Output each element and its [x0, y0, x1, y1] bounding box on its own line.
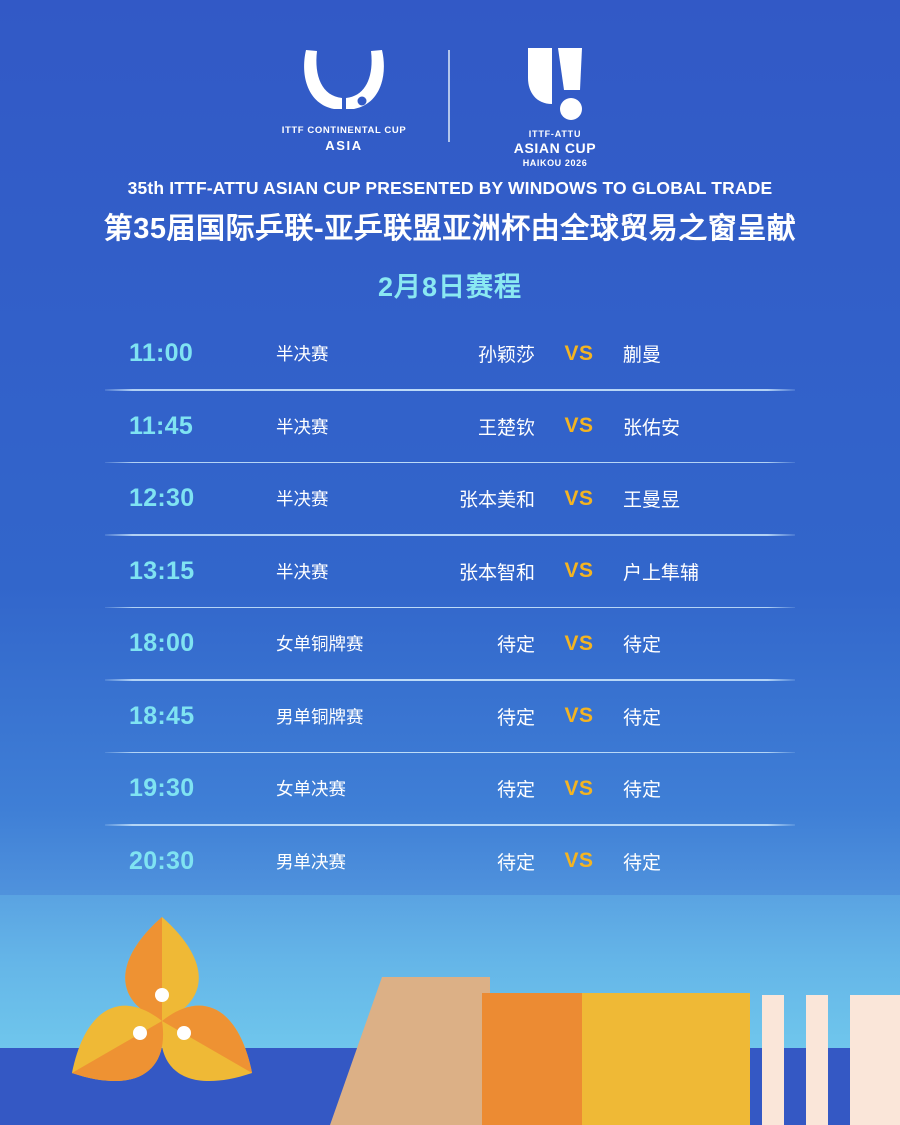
- three-petal-flower-icon: [71, 917, 253, 1081]
- asian-cup-haikou-logo-icon: [528, 48, 582, 120]
- match-time: 19:30: [129, 774, 195, 802]
- table-row: 11:45 半决赛 王楚钦 VS 张佑安: [105, 391, 795, 462]
- versus-label: VS: [564, 559, 594, 582]
- table-row: 19:30 女单决赛 待定 VS 待定: [105, 753, 795, 824]
- schedule-table: 11:00 半决赛 孙颖莎 VS 蒯曼 11:45 半决赛 王楚钦 VS 张佑安 12:30 半决赛张…: [105, 318, 795, 898]
- ittf-attu-asian-cup-logo: ITTF-ATTU ASIAN CUP HAIKOU 2026: [480, 46, 630, 168]
- match-player-right: 待定: [623, 852, 662, 874]
- match-stage: 半决赛: [276, 489, 329, 509]
- match-stage: 半决赛: [276, 344, 329, 364]
- row-divider: [105, 751, 795, 753]
- match-player-right: 蒯曼: [623, 345, 662, 366]
- table-row: 12:30 半决赛 张本美和 VS 王曼昱: [105, 463, 795, 534]
- row-divider: [105, 679, 795, 681]
- match-time: 18:45: [129, 701, 195, 730]
- table-row: 20:30 男单决赛 待定 VS 待定: [105, 826, 795, 897]
- match-player-left: 孙颖莎: [477, 345, 535, 366]
- match-stage: 女单决赛: [276, 779, 346, 799]
- ittf-continental-cup-logo: ITTF CONTINENTAL CUP ASIA: [270, 46, 418, 153]
- versus-label: VS: [564, 341, 594, 365]
- table-row: 18:45 男单铜牌赛 待定 VS 待定: [105, 681, 795, 752]
- table-row: 13:15 半决赛 张本智和 VS 户上隼辅: [105, 536, 795, 607]
- schedule-date-heading: 2月8日赛程: [377, 272, 523, 302]
- match-player-right: 张佑安: [623, 417, 681, 439]
- match-player-left: 张本美和: [458, 490, 535, 511]
- match-player-right: 待定: [623, 780, 662, 801]
- match-player-left: 待定: [496, 707, 535, 729]
- match-stage: 半决赛: [276, 561, 329, 582]
- bottom-scenery: [0, 895, 900, 1125]
- logo-left-line1: ITTF CONTINENTAL CUP: [281, 125, 407, 136]
- match-time: 12:30: [129, 484, 195, 512]
- match-time: 11:00: [129, 339, 194, 367]
- orange-block: [482, 993, 582, 1125]
- logo-separator: [448, 50, 450, 142]
- row-divider: [105, 534, 795, 536]
- versus-label: VS: [564, 704, 594, 727]
- table-row: 11:00 半决赛 孙颖莎 VS 蒯曼: [105, 318, 795, 389]
- match-time: 20:30: [129, 846, 195, 875]
- logo-right-line2: ASIAN CUP: [513, 140, 597, 156]
- match-stage: 男单决赛: [276, 851, 346, 872]
- logo-right-line1: ITTF-ATTU: [528, 129, 582, 139]
- match-player-right: 王曼昱: [623, 490, 681, 511]
- cream-stripe-2: [806, 995, 828, 1125]
- versus-label: VS: [564, 776, 594, 800]
- match-player-left: 待定: [496, 780, 535, 801]
- row-divider: [105, 461, 795, 463]
- versus-label: VS: [564, 486, 594, 510]
- match-player-left: 张本智和: [458, 562, 535, 584]
- match-stage: 男单铜牌赛: [276, 706, 364, 727]
- logo-left-line2: ASIA: [325, 138, 363, 153]
- match-player-right: 待定: [623, 635, 662, 656]
- yellow-block: [582, 993, 750, 1125]
- match-time: 13:15: [129, 556, 195, 585]
- ittf-continental-cup-asia-logo-icon: [304, 50, 384, 109]
- event-title-chinese: 第35届国际乒联-亚乒联盟亚洲杯由全球贸易之窗呈献: [103, 213, 797, 245]
- match-player-right: 户上隼辅: [623, 562, 700, 584]
- match-stage: 女单铜牌赛: [276, 634, 364, 654]
- row-divider: [105, 824, 795, 826]
- logo-right-line3: HAIKOU 2026: [522, 158, 588, 168]
- row-divider: [105, 389, 795, 391]
- versus-label: VS: [564, 631, 594, 655]
- match-player-left: 待定: [496, 635, 535, 656]
- versus-label: VS: [564, 414, 594, 437]
- match-player-left: 王楚钦: [477, 417, 535, 439]
- cream-stripe-1: [762, 995, 784, 1125]
- match-player-left: 待定: [496, 852, 535, 874]
- versus-label: VS: [564, 849, 594, 872]
- table-row: 18:00 女单铜牌赛 待定 VS 待定: [105, 608, 795, 679]
- match-stage: 半决赛: [276, 416, 329, 437]
- match-time: 11:45: [129, 411, 194, 440]
- cream-stripe-3: [850, 995, 900, 1125]
- logo-header: ITTF CONTINENTAL CUP ASIA ITTF-ATTU ASIA…: [0, 46, 900, 168]
- match-player-right: 待定: [623, 707, 662, 729]
- row-divider: [105, 606, 795, 608]
- event-title-english: 35th ITTF-ATTU ASIAN CUP PRESENTED BY WI…: [127, 178, 773, 198]
- match-time: 18:00: [129, 629, 195, 657]
